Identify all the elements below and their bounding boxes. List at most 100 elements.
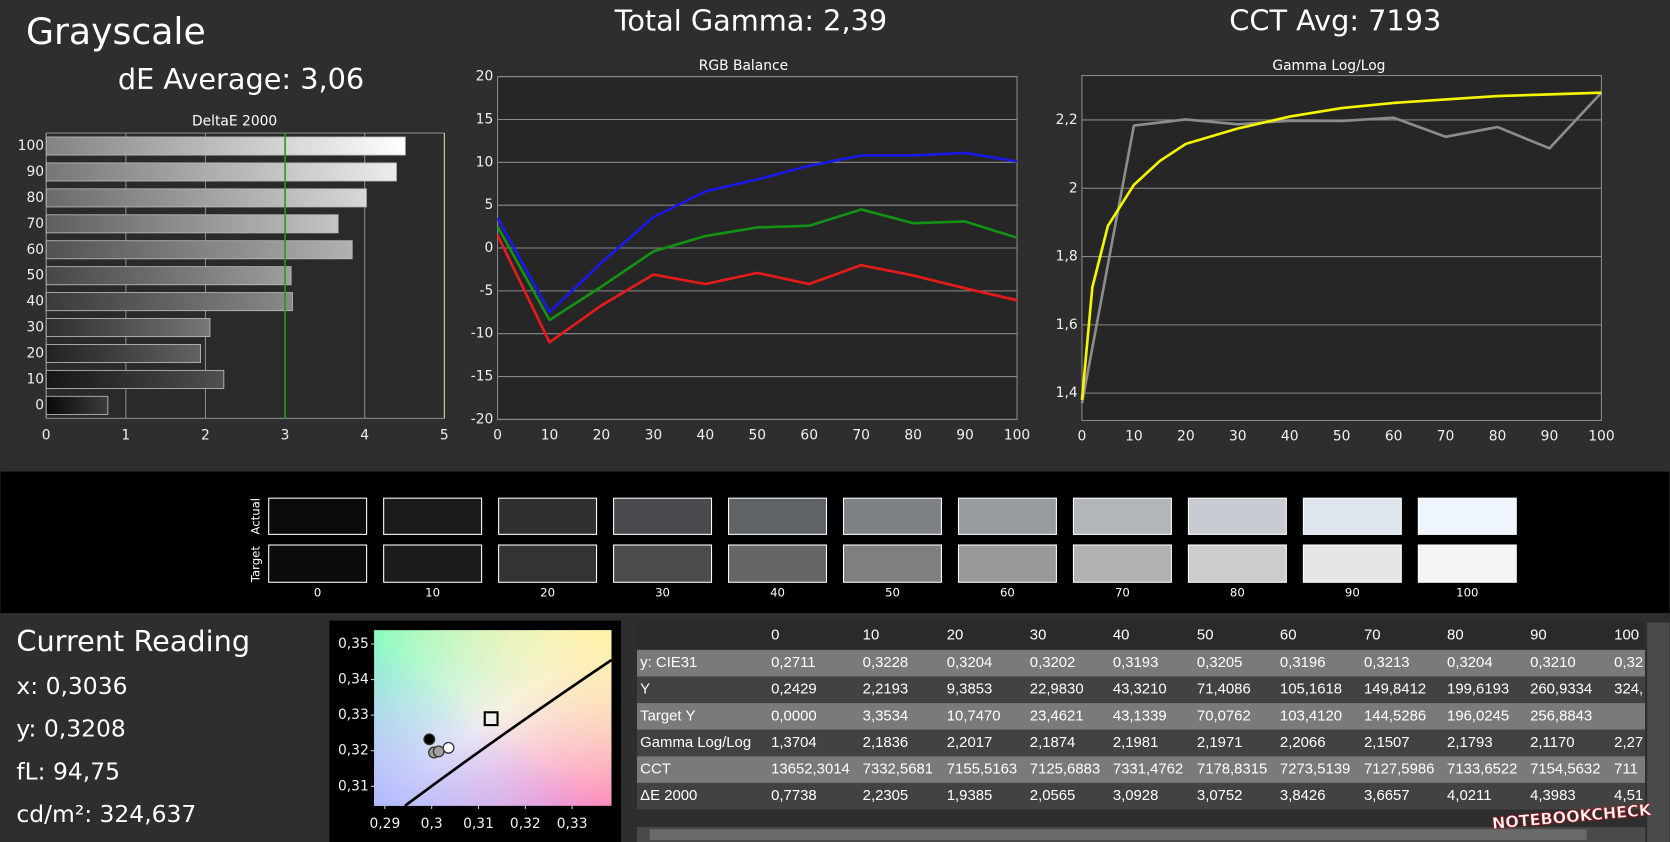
chart-title: DeltaE 2000 bbox=[192, 113, 277, 129]
measured-point bbox=[432, 745, 445, 758]
reading-line: cd/m²: 324,637 bbox=[16, 800, 196, 828]
measured-point bbox=[423, 733, 436, 746]
x-tick-label: 0 bbox=[493, 427, 502, 443]
x-tick-label: 90 bbox=[1541, 428, 1559, 444]
table-cell: 0,3202 bbox=[1030, 655, 1076, 671]
table-cell: 2,1981 bbox=[1113, 735, 1159, 751]
y-tick-label: 2,2 bbox=[1056, 112, 1078, 128]
y-tick-label: 1,6 bbox=[1056, 317, 1078, 333]
table-cell: 7133,6522 bbox=[1447, 762, 1517, 778]
table-cell: 7155,5163 bbox=[947, 762, 1017, 778]
x-tick-label: 0,32 bbox=[510, 816, 541, 832]
table-cell: 0,3228 bbox=[863, 655, 909, 671]
y-tick-label: 15 bbox=[476, 111, 494, 127]
swatch-label: 40 bbox=[770, 585, 785, 599]
bar bbox=[45, 369, 225, 389]
x-tick-label: 4 bbox=[360, 427, 369, 443]
cct-average: CCT Avg: 7193 bbox=[1229, 3, 1441, 37]
table-cell: 7331,4762 bbox=[1113, 762, 1183, 778]
x-tick-label: 0,3 bbox=[421, 816, 443, 832]
table-cell: 260,9334 bbox=[1530, 682, 1592, 698]
swatch-label: 80 bbox=[1230, 585, 1245, 599]
table-cell: 324, bbox=[1614, 682, 1643, 698]
scrollbar[interactable] bbox=[1647, 622, 1670, 842]
y-tick-label: 0,35 bbox=[338, 636, 369, 652]
series-line bbox=[1080, 91, 1603, 404]
x-tick-label: 60 bbox=[1385, 428, 1403, 444]
swatch-label: 20 bbox=[540, 585, 555, 599]
y-tick-label: 0 bbox=[35, 397, 44, 413]
table-cell: 0,2711 bbox=[771, 655, 815, 671]
table-cell: 199,6193 bbox=[1447, 682, 1509, 698]
swatch-label: 90 bbox=[1345, 585, 1360, 599]
table-cell: 105,1618 bbox=[1280, 682, 1342, 698]
swatch-actual bbox=[1072, 497, 1172, 535]
table-cell: 7273,5139 bbox=[1280, 762, 1350, 778]
table-row bbox=[637, 676, 1646, 704]
table-cell: 3,3534 bbox=[863, 708, 909, 724]
table-cell: 7332,5681 bbox=[863, 762, 933, 778]
x-tick-label: 0,33 bbox=[557, 816, 588, 832]
table-cell: 2,1507 bbox=[1364, 735, 1410, 751]
total-gamma: Total Gamma: 2,39 bbox=[614, 3, 888, 37]
y-tick-label: 40 bbox=[26, 294, 44, 310]
column-header: 50 bbox=[1197, 627, 1214, 643]
bar bbox=[45, 318, 211, 338]
row-label: Y bbox=[640, 682, 650, 698]
y-tick-label: 0,32 bbox=[338, 743, 369, 759]
bar bbox=[45, 162, 397, 182]
plot-area bbox=[1081, 75, 1602, 421]
x-tick-label: 20 bbox=[593, 427, 611, 443]
swatch-actual bbox=[728, 497, 828, 535]
series-line bbox=[496, 208, 1018, 322]
table-row bbox=[637, 649, 1646, 677]
swatch-label: 50 bbox=[885, 585, 900, 599]
table-cell: 0,3210 bbox=[1530, 655, 1576, 671]
x-tick-label: 70 bbox=[852, 427, 870, 443]
scroll-thumb[interactable] bbox=[649, 829, 1587, 840]
y-tick-label: 30 bbox=[26, 320, 44, 336]
table-cell: 2,1971 bbox=[1197, 735, 1243, 751]
x-tick-label: 70 bbox=[1437, 428, 1455, 444]
y-tick-label: 60 bbox=[26, 242, 44, 258]
bar bbox=[45, 344, 201, 363]
x-tick-label: 10 bbox=[541, 427, 559, 443]
x-tick-label: 40 bbox=[697, 427, 715, 443]
table-cell: 2,2305 bbox=[863, 788, 909, 804]
y-tick-label: 0,33 bbox=[338, 707, 369, 723]
y-tick-label: 0,31 bbox=[338, 778, 369, 794]
table-cell: 2,2193 bbox=[863, 682, 909, 698]
row-label: ΔE 2000 bbox=[640, 788, 697, 804]
x-tick-label: 100 bbox=[1588, 428, 1614, 444]
column-header: 90 bbox=[1530, 627, 1547, 643]
bar bbox=[45, 395, 109, 415]
table-row bbox=[637, 756, 1646, 783]
swatch-target bbox=[268, 544, 368, 583]
table-cell: 2,1170 bbox=[1530, 735, 1574, 751]
table-header-bg bbox=[637, 622, 1646, 650]
swatch-target bbox=[957, 544, 1057, 583]
table-cell: 0,3204 bbox=[1447, 655, 1493, 671]
table-cell: 10,7470 bbox=[947, 708, 1001, 724]
planckian-locus bbox=[404, 658, 613, 807]
row-label: y: CIE31 bbox=[640, 655, 697, 671]
table-cell: 13652,3014 bbox=[771, 762, 850, 778]
x-tick-label: 5 bbox=[440, 427, 449, 443]
y-tick-label: 1,4 bbox=[1056, 385, 1078, 401]
table-cell: 3,0928 bbox=[1113, 788, 1159, 804]
table-cell: 0,7738 bbox=[771, 788, 817, 804]
swatch-actual bbox=[268, 497, 368, 535]
table-cell: 0,3213 bbox=[1364, 655, 1410, 671]
table-cell: 2,2017 bbox=[947, 735, 993, 751]
x-tick-label: 50 bbox=[1333, 428, 1351, 444]
table-cell: 1,3704 bbox=[771, 735, 817, 751]
table-cell: 71,4086 bbox=[1197, 682, 1251, 698]
swatch-label: 10 bbox=[425, 585, 440, 599]
column-header: 70 bbox=[1364, 627, 1381, 643]
y-tick-label: 2 bbox=[1069, 180, 1078, 196]
series-line bbox=[1080, 91, 1602, 401]
swatch-label: 30 bbox=[655, 585, 670, 599]
x-tick-label: 80 bbox=[904, 427, 922, 443]
y-tick-label: 1,8 bbox=[1056, 249, 1078, 265]
